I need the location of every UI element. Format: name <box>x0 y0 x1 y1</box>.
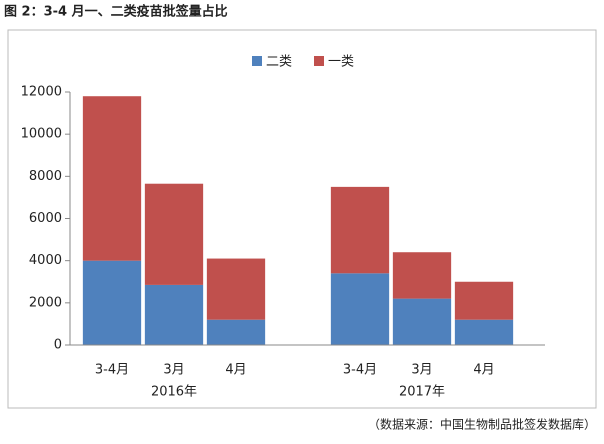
bar-segment <box>144 284 204 345</box>
y-tick-label: 0 <box>54 338 62 353</box>
x-tick-label: 4月 <box>225 363 246 378</box>
y-tick-label: 12000 <box>21 85 62 100</box>
legend-label: 二类 <box>266 55 292 70</box>
x-tick-label: 3月 <box>163 363 184 378</box>
x-tick-label: 3-4月 <box>343 363 377 378</box>
group-label: 2016年 <box>151 385 197 400</box>
x-tick-label: 4月 <box>473 363 494 378</box>
legend-label: 一类 <box>328 55 354 70</box>
bar-segment <box>82 96 142 261</box>
chart-frame <box>7 29 597 409</box>
bar-segment <box>330 273 390 345</box>
bar-segment <box>82 260 142 345</box>
bar-segment <box>454 281 514 320</box>
y-tick-label: 4000 <box>29 253 62 268</box>
y-tick-label: 6000 <box>29 211 62 226</box>
legend-swatch <box>252 56 262 66</box>
bar-segment <box>206 319 266 345</box>
bar-segment <box>454 319 514 345</box>
bar-segment <box>206 258 266 320</box>
source-note: （数据来源：中国生物制品批签发数据库） <box>368 417 596 432</box>
bar-segment <box>144 183 204 285</box>
y-tick-label: 10000 <box>21 127 62 142</box>
bar-segment <box>392 252 452 299</box>
y-tick-label: 2000 <box>29 295 62 310</box>
x-tick-label: 3-4月 <box>95 363 129 378</box>
group-label: 2017年 <box>399 385 445 400</box>
x-tick-label: 3月 <box>411 363 432 378</box>
y-tick-label: 8000 <box>29 169 62 184</box>
legend-swatch <box>314 56 324 66</box>
chart-title: 图 2：3-4 月一、二类疫苗批签量占比 <box>4 4 228 20</box>
bar-segment <box>330 186 390 274</box>
bar-segment <box>392 298 452 345</box>
